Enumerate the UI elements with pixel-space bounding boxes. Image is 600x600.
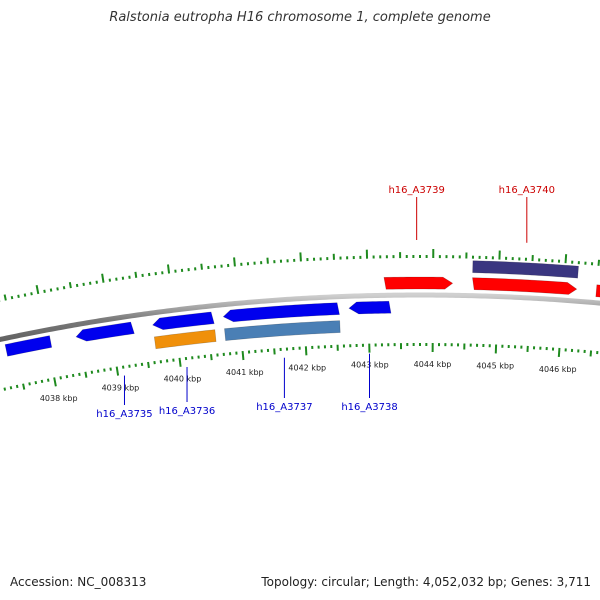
inner-tick-12 xyxy=(65,374,69,379)
inner-tick-35 xyxy=(210,354,213,361)
inner-tick-15 xyxy=(84,371,88,378)
inner-tick-8 xyxy=(40,379,44,384)
gene-label-bottom-2[interactable]: h16_A3737 xyxy=(256,402,312,413)
feature-tracks xyxy=(4,260,600,357)
inner-tick-6 xyxy=(28,382,31,386)
inner-tick-3 xyxy=(9,386,13,390)
outer-tick-10 xyxy=(35,284,40,295)
outer-tick-16 xyxy=(75,283,79,288)
outer-tick-30 xyxy=(166,264,171,274)
outer-tick-15 xyxy=(68,281,72,289)
outer-tick-17 xyxy=(82,282,85,287)
scale-labels: 4038 kbp 4039 kbp 4040 kbp 4041 kbp 4042 kbp… xyxy=(40,360,577,403)
gene-feature-9[interactable] xyxy=(472,260,579,279)
gene-feature-8[interactable] xyxy=(472,277,578,295)
inner-tick-ring xyxy=(3,343,599,391)
scale-label-8: 4046 kbp xyxy=(539,365,577,374)
chromosome-backbone xyxy=(0,292,600,343)
scale-label-4: 4042 kbp xyxy=(288,363,326,372)
gene-feature-3[interactable] xyxy=(153,329,217,350)
inner-tick-10 xyxy=(53,377,57,387)
map-title: Ralstonia eutropha H16 chromosome 1, com… xyxy=(109,10,491,25)
inner-tick-20 xyxy=(115,366,120,376)
outer-tick-95 xyxy=(597,259,600,266)
gene-labels: h16_A3739 h16_A3740 h16_A3735 h16_A3736 h16_… xyxy=(96,185,555,420)
inner-tick-13 xyxy=(71,373,75,378)
outer-tick-40 xyxy=(233,257,236,267)
outer-tick-25 xyxy=(134,271,138,278)
scale-label-0: 4038 kbp xyxy=(40,394,78,403)
inner-tick-4 xyxy=(15,384,19,389)
outer-tick-5 xyxy=(3,294,7,301)
gene-feature-4[interactable] xyxy=(222,302,340,323)
outer-tick-20 xyxy=(101,273,105,283)
outer-tick-7 xyxy=(17,294,20,298)
inner-tick-2 xyxy=(3,387,7,391)
scale-label-1: 4039 kbp xyxy=(102,383,140,392)
outer-tick-12 xyxy=(49,288,53,292)
inner-tick-14 xyxy=(78,372,81,377)
scale-label-3: 4041 kbp xyxy=(226,368,264,377)
inner-tick-90 xyxy=(557,347,561,358)
inner-tick-40 xyxy=(241,350,245,361)
gene-feature-5[interactable] xyxy=(224,320,341,341)
outer-tick-50 xyxy=(299,252,302,262)
outer-tick-11 xyxy=(43,289,46,293)
inner-tick-7 xyxy=(34,380,38,385)
outer-tick-8 xyxy=(23,293,27,297)
scale-label-7: 4045 kbp xyxy=(476,361,514,370)
accession-text: Accession: NC_008313 xyxy=(10,575,147,589)
gene-feature-1[interactable] xyxy=(75,321,135,342)
gene-feature-2[interactable] xyxy=(152,311,215,330)
inner-tick-9 xyxy=(46,378,50,382)
genome-stats-text: Topology: circular; Length: 4,052,032 bp… xyxy=(261,575,591,589)
outer-tick-14 xyxy=(62,286,66,290)
gene-label-bottom-3[interactable]: h16_A3738 xyxy=(341,402,397,413)
scale-label-2: 4040 kbp xyxy=(164,375,202,384)
gene-label-top-1[interactable]: h16_A3740 xyxy=(499,185,555,196)
gene-feature-10[interactable] xyxy=(595,284,600,301)
gene-label-top-0[interactable]: h16_A3739 xyxy=(388,185,444,196)
inner-tick-16 xyxy=(90,370,94,374)
gene-feature-6[interactable] xyxy=(348,300,392,315)
outer-tick-35 xyxy=(200,263,203,270)
inner-tick-30 xyxy=(178,357,182,367)
gene-feature-7[interactable] xyxy=(383,276,454,290)
outer-tick-6 xyxy=(10,295,14,300)
inner-tick-50 xyxy=(304,346,308,356)
inner-tick-11 xyxy=(59,376,62,380)
inner-tick-95 xyxy=(589,350,593,357)
outer-tick-13 xyxy=(56,287,59,291)
gene-label-bottom-1[interactable]: h16_A3736 xyxy=(159,406,215,417)
gene-feature-0[interactable] xyxy=(4,335,53,357)
inner-tick-25 xyxy=(147,361,150,369)
scale-label-6: 4044 kbp xyxy=(414,360,452,369)
inner-tick-5 xyxy=(22,383,26,390)
outer-tick-9 xyxy=(30,292,33,296)
gene-label-bottom-0[interactable]: h16_A3735 xyxy=(96,409,152,420)
outer-tick-ring xyxy=(0,249,600,302)
outer-tick-90 xyxy=(564,254,568,264)
